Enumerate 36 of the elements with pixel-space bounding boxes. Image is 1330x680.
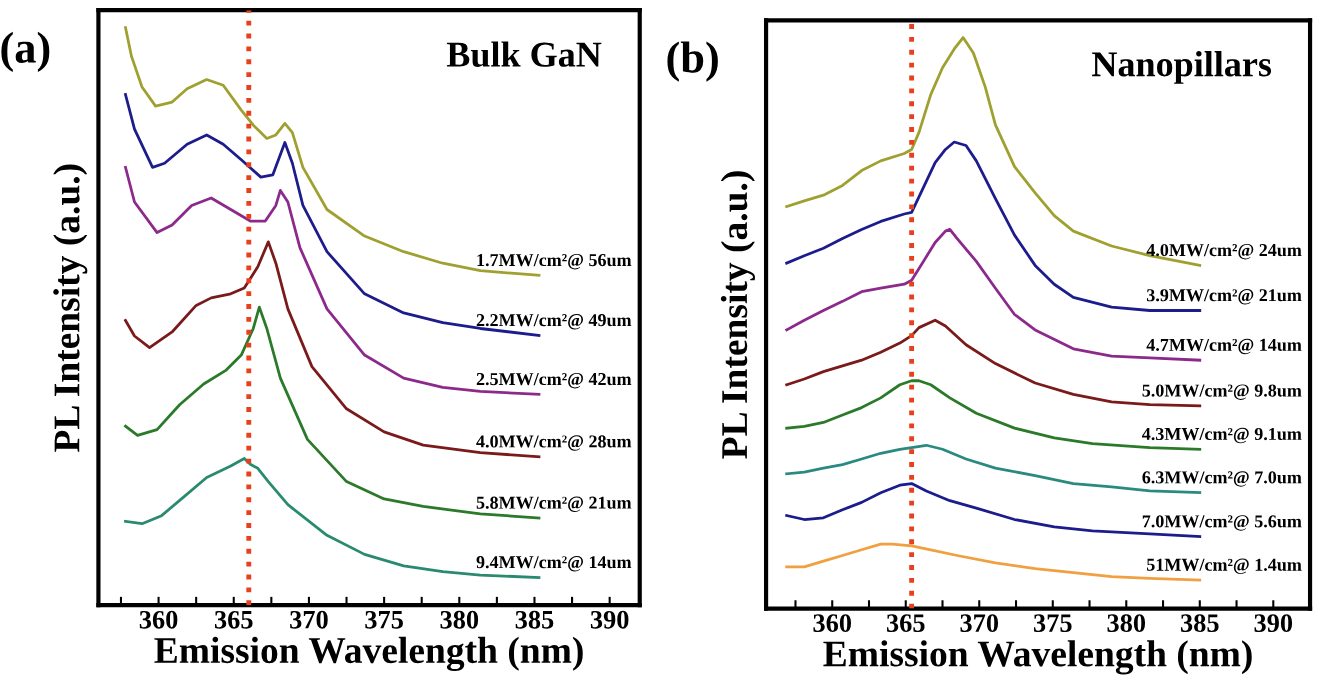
x-tick-label: 385	[515, 610, 554, 629]
text: (b)	[667, 41, 718, 82]
text: (a)	[1, 31, 50, 72]
series-label: 7.0MW/cm²@ 5.6um	[1142, 515, 1302, 531]
series-label: 5.8MW/cm²@ 21um	[476, 496, 632, 512]
series-label: 4.0MW/cm²@ 24um	[1146, 243, 1302, 260]
x-tick-label: 365	[886, 614, 925, 633]
series-label: 2.5MW/cm²@ 42um	[476, 372, 632, 389]
x-tick-label: 375	[1033, 614, 1072, 633]
x-tick-label: 380	[1107, 614, 1146, 633]
series-label: 2.2MW/cm²@ 49um	[476, 314, 632, 330]
x-tick-label: 370	[960, 614, 999, 633]
x-tick-label: 390	[590, 610, 629, 629]
y-axis-title: PL Intensity (a.u.)	[720, 171, 755, 459]
x-tick-label: 365	[214, 610, 253, 629]
x-tick-label: 360	[139, 610, 178, 629]
x-tick-label: 375	[365, 610, 403, 629]
x-tick-label: 380	[440, 610, 479, 629]
x-tick-label: 385	[1180, 614, 1219, 633]
x-tick-label: 370	[290, 610, 328, 629]
series-label: 4.0MW/cm²@ 28um	[476, 435, 632, 451]
y-axis-title: PL Intensity (a.u.)	[53, 164, 88, 452]
series-label: 51MW/cm²@ 1.4um	[1147, 558, 1302, 575]
x-tick-label: 360	[813, 614, 852, 633]
x-axis-title: Emission Wavelength (nm)	[823, 640, 1252, 675]
series-label: 6.3MW/cm²@ 7.0um	[1142, 471, 1302, 487]
x-axis-title: Emission Wavelength (nm)	[154, 636, 583, 672]
series-label: 5.0MW/cm²@ 9.8um	[1142, 384, 1302, 400]
chart-title: Bulk GaN	[446, 41, 602, 67]
series-label: 9.4MW/cm²@ 14um	[476, 556, 632, 572]
series-label: 4.3MW/cm²@ 9.1um	[1142, 427, 1302, 444]
chart-title: Nanopillars	[1092, 51, 1272, 84]
series-label: 1.7MW/cm²@ 56um	[477, 253, 632, 270]
x-tick-label: 390	[1254, 614, 1293, 633]
series-label: 4.7MW/cm²@ 14um	[1146, 338, 1302, 355]
series-label: 3.9MW/cm²@ 21um	[1146, 289, 1302, 305]
